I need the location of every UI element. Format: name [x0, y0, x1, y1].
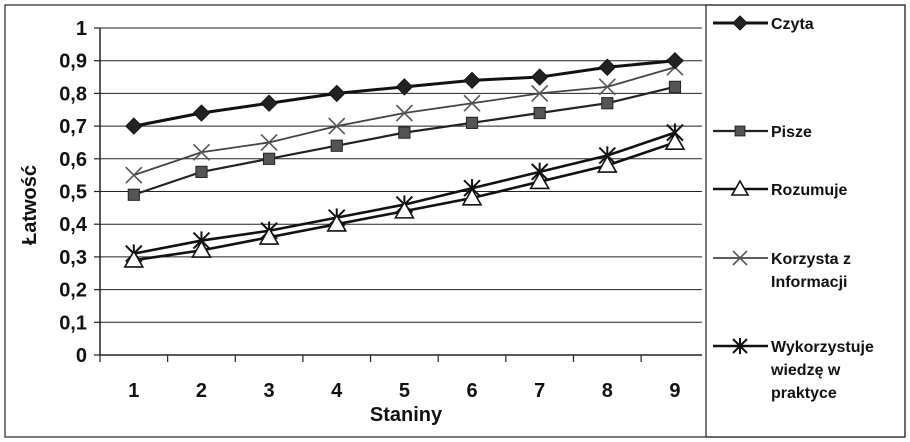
y-tick-label: 0,2 [59, 280, 87, 302]
y-tick-labels: 0 0,1 0,2 0,3 0,4 0,5 0,6 0,7 0,8 0,9 1 [59, 18, 88, 367]
data-point [125, 166, 143, 184]
x-tick-label: 4 [331, 380, 343, 402]
data-point [398, 126, 411, 139]
x-tick-label: 5 [399, 380, 410, 402]
data-point [330, 139, 343, 152]
data-point [328, 117, 346, 135]
legend-item: Korzysta z Informacji [713, 250, 851, 291]
data-point [127, 188, 140, 201]
data-point [596, 154, 618, 173]
y-tick-label: 0,6 [59, 149, 87, 171]
legend: Czyta Pisze Rozumuje Korzysta z Informacji Wy… [713, 15, 874, 402]
legend-label: praktyce [771, 385, 837, 402]
data-point [192, 104, 211, 122]
legend-item: Wykorzystuje wiedzę w praktyce [713, 337, 874, 402]
data-point [465, 116, 479, 129]
x-tick-label: 7 [534, 380, 545, 402]
axes [94, 27, 702, 362]
y-tick-label: 0,4 [59, 214, 88, 236]
legend-box [705, 4, 906, 438]
x-tick-label: 6 [466, 380, 477, 402]
data-point [125, 117, 143, 135]
data-point [463, 94, 481, 112]
data-point [531, 84, 549, 102]
legend-marker [734, 125, 746, 137]
data-point [601, 97, 614, 110]
data-point [192, 143, 211, 161]
data-point [598, 78, 616, 96]
y-tick-label: 0,9 [59, 51, 87, 73]
x-tick-label: 1 [128, 380, 139, 402]
series-layer [123, 51, 686, 268]
series-line [133, 85, 676, 196]
legend-marker [730, 179, 750, 196]
legend-marker [732, 15, 748, 31]
y-axis-label: Łatwość [19, 165, 41, 245]
x-tick-label: 9 [669, 380, 680, 402]
data-point [598, 58, 617, 76]
data-point [260, 133, 278, 152]
data-point [258, 226, 280, 245]
legend-label: Czyta [771, 16, 814, 33]
y-tick-label: 1 [76, 18, 87, 40]
y-tick-label: 0,1 [59, 312, 87, 334]
data-point [395, 78, 414, 96]
data-point [123, 249, 145, 268]
data-point [664, 131, 686, 150]
series-korzysta-z-informacji [125, 58, 684, 184]
data-point [263, 152, 276, 165]
x-tick-labels: 1 2 3 4 5 6 7 8 9 [128, 380, 680, 402]
x-tick-label: 8 [602, 380, 613, 402]
legend-item: Pisze [713, 124, 812, 141]
data-point [461, 187, 483, 206]
series-czyta [125, 51, 684, 135]
data-point [668, 80, 682, 93]
legend-item: Czyta [713, 15, 814, 33]
series-rozumuje [123, 131, 686, 268]
data-point [191, 239, 212, 258]
gridlines [100, 27, 702, 323]
legend-label: Informacji [771, 274, 847, 291]
y-tick-label: 0,8 [59, 83, 87, 105]
legend-marker [732, 250, 748, 266]
y-tick-label: 0 [76, 345, 87, 367]
data-point [328, 84, 346, 103]
data-point [533, 106, 546, 120]
legend-item: Rozumuje [713, 179, 848, 199]
data-point [463, 71, 481, 90]
data-point [326, 213, 348, 232]
data-point [395, 104, 413, 122]
chart-border [4, 4, 906, 438]
y-tick-label: 0,5 [59, 182, 87, 204]
legend-label: Wykorzystuje [771, 339, 874, 356]
data-point [666, 51, 684, 70]
data-point [394, 200, 415, 219]
legend-label: Rozumuje [771, 182, 848, 199]
data-point [195, 165, 208, 178]
x-axis-label: Staniny [370, 404, 443, 426]
x-tick-label: 2 [196, 380, 207, 402]
data-point [260, 94, 278, 112]
y-tick-label: 0,7 [59, 116, 87, 138]
series-pisze [127, 80, 682, 201]
legend-label: Korzysta z [771, 251, 851, 268]
data-point [529, 171, 551, 190]
x-tick-label: 3 [264, 380, 275, 402]
legend-marker [732, 337, 748, 355]
y-tick-label: 0,3 [59, 247, 87, 269]
plot-frame [4, 4, 906, 438]
legend-label: wiedzę w [770, 362, 841, 379]
data-point [530, 68, 549, 86]
legend-label: Pisze [771, 124, 812, 141]
